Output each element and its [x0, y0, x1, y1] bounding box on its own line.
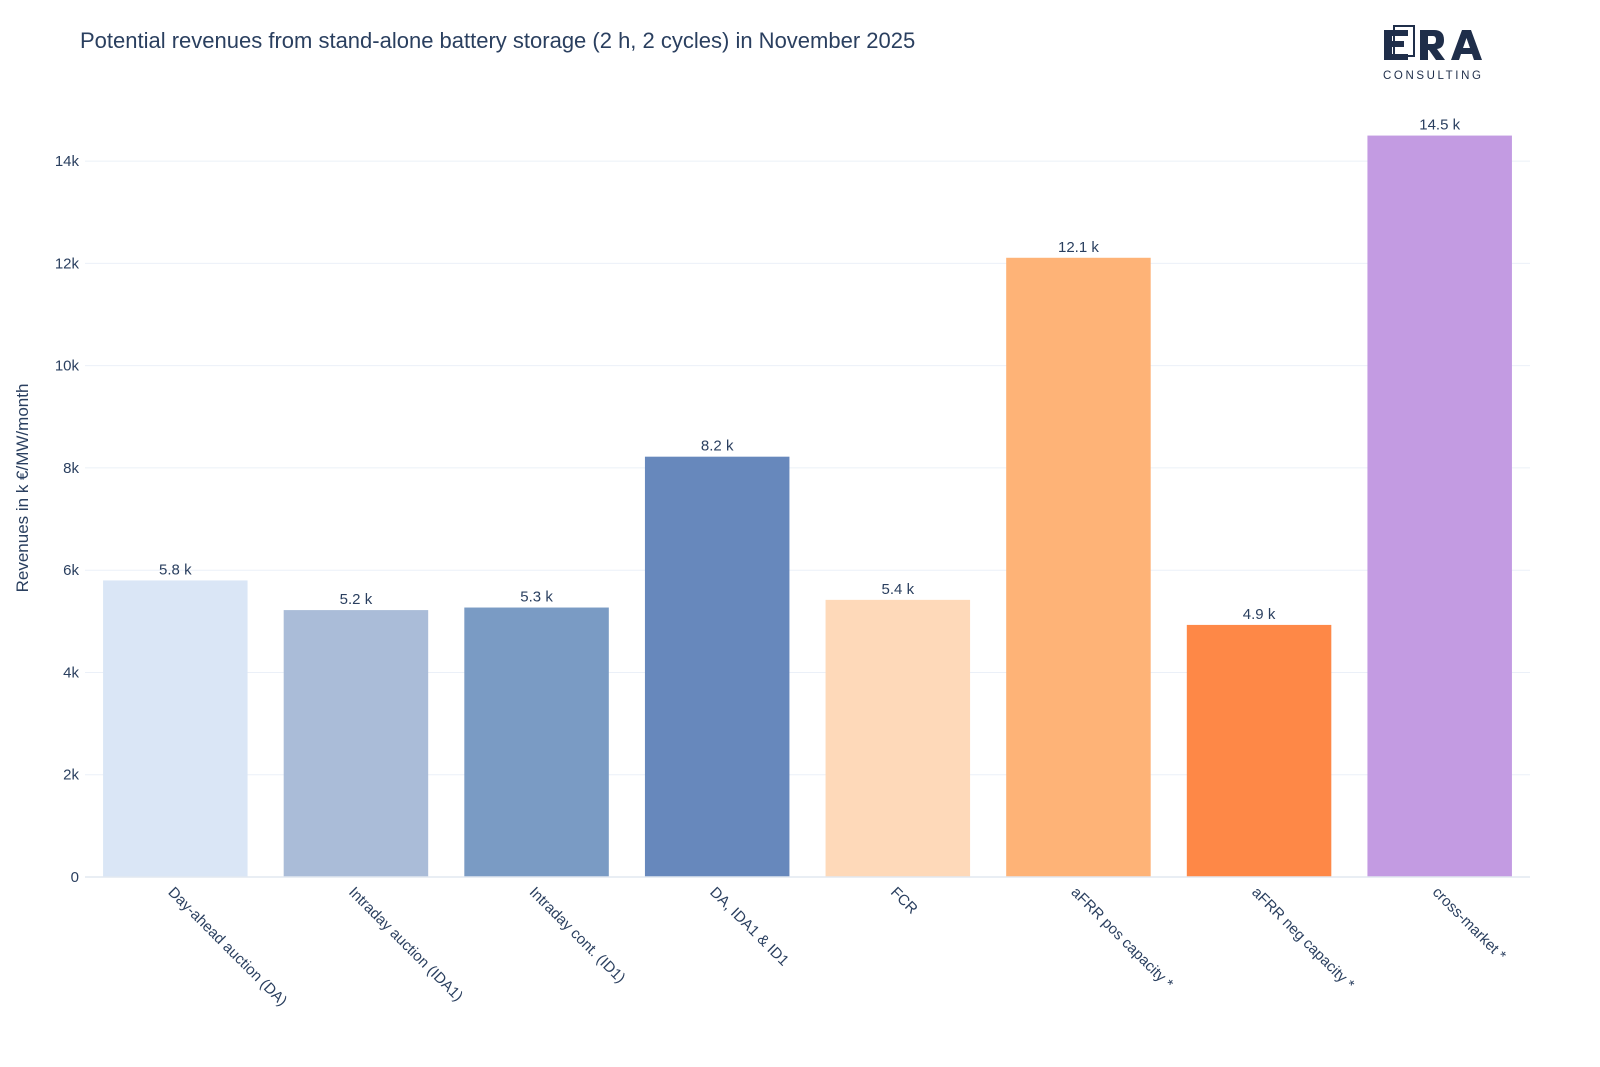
x-tick-label: aFRR neg capacity *: [1248, 884, 1357, 993]
bar: [103, 580, 248, 877]
bar-value-label: 4.9 k: [1243, 606, 1276, 623]
bars: 5.8 k 5.2 k 5.3 k 8.2 k 5.4 k 12.1 k 4.9 k 14.5…: [103, 117, 1512, 878]
bar: [1186, 624, 1332, 877]
bar: [283, 610, 429, 877]
bar-value-label: 8.2 k: [701, 438, 734, 455]
y-tick-label: 6k: [63, 562, 79, 579]
bar: [825, 599, 971, 877]
y-tick-label: 14k: [55, 153, 80, 170]
y-tick-label: 8k: [63, 460, 79, 477]
y-tick-label: 4k: [63, 664, 79, 681]
y-axis-title: Revenues in k €/MW/month: [13, 384, 32, 593]
x-tick-label: FCR: [887, 884, 921, 918]
chart-title: Potential revenues from stand-alone batt…: [80, 28, 916, 53]
y-tick-label: 10k: [55, 358, 80, 375]
y-tick-label: 0: [71, 869, 79, 886]
y-tick-label: 12k: [55, 255, 80, 272]
bar: [1006, 257, 1151, 877]
x-tick-label: Intraday cont. (ID1): [526, 884, 629, 987]
bar-value-label: 5.2 k: [340, 591, 373, 608]
bar-value-label: 14.5 k: [1419, 117, 1460, 134]
x-tick-label: DA, IDA1 & ID1: [706, 884, 792, 970]
bar-value-label: 5.8 k: [159, 561, 192, 578]
bar: [1367, 135, 1512, 878]
x-tick-label: Day-ahead auction (DA): [164, 884, 290, 1010]
bar-value-label: 5.4 k: [882, 581, 915, 598]
era-consulting-logo: CONSULTING: [1382, 20, 1502, 86]
bar: [644, 456, 790, 877]
bar-value-label: 5.3 k: [520, 589, 553, 606]
logo-tagline: CONSULTING: [1383, 70, 1484, 82]
x-tick-label: aFRR pos capacity *: [1068, 884, 1177, 993]
bar-value-label: 12.1 k: [1058, 239, 1099, 256]
x-tick-label: cross-market *: [1429, 884, 1509, 964]
bar: [464, 607, 609, 877]
y-tick-label: 2k: [63, 767, 79, 784]
x-tick-label: Intraday auction (IDA1): [345, 884, 466, 1005]
axes: 0 2k 4k 6k 8k 10k 12k 14k Day-ahead auction (DA)…: [55, 153, 1530, 1010]
